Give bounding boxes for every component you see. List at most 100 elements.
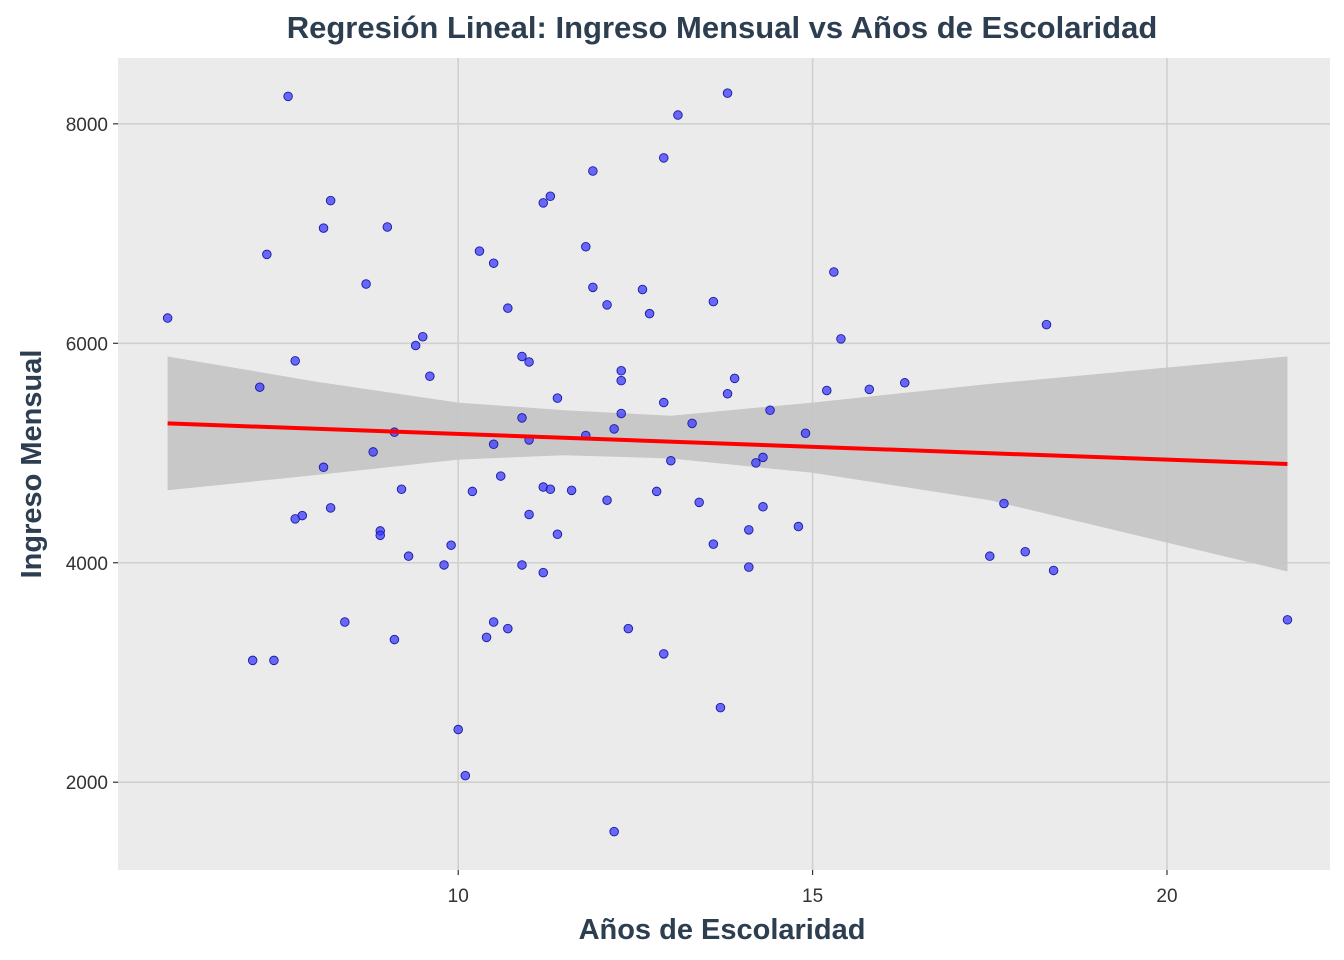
data-point [609, 424, 619, 434]
y-tick-label: 4000 [66, 554, 108, 575]
data-point [325, 503, 336, 513]
regression-line [167, 421, 1288, 466]
data-point [382, 222, 393, 232]
data-point [1048, 565, 1059, 576]
data-point [864, 384, 875, 395]
data-point [822, 385, 832, 396]
data-point [488, 258, 499, 268]
data-point [552, 529, 563, 539]
data-point [616, 408, 626, 419]
data-point [644, 308, 655, 319]
data-points [162, 88, 1293, 837]
data-point [899, 378, 910, 388]
data-point [566, 485, 577, 496]
data-point [829, 267, 839, 277]
confidence-band-area [167, 356, 1288, 572]
y-tick-label: 6000 [66, 334, 108, 355]
data-point [495, 471, 506, 481]
data-point [474, 246, 485, 256]
data-point [375, 530, 385, 541]
data-point [985, 551, 995, 561]
data-point [1041, 319, 1052, 330]
y-axis-title: Ingreso Mensual [16, 350, 48, 579]
data-point [659, 649, 669, 659]
data-point [694, 497, 704, 508]
data-point [651, 486, 662, 497]
data-point [488, 617, 499, 627]
data-point [744, 525, 754, 535]
x-tick-label: 10 [448, 886, 469, 907]
data-point [722, 88, 733, 98]
data-point [609, 826, 619, 837]
data-point [410, 340, 421, 351]
data-point [758, 502, 768, 512]
data-point [318, 223, 329, 233]
data-point [666, 455, 676, 466]
data-point [318, 462, 329, 473]
data-point [481, 632, 492, 643]
data-point [361, 279, 371, 289]
data-point [616, 365, 626, 376]
data-point [340, 617, 350, 627]
data-point [708, 539, 719, 549]
data-point [836, 334, 846, 344]
data-point [793, 521, 804, 532]
data-point [623, 623, 634, 634]
data-point [687, 418, 697, 429]
data-point [162, 313, 173, 323]
data-point [425, 371, 435, 381]
data-point [453, 724, 463, 735]
data-point [460, 770, 471, 781]
data-point [538, 198, 549, 208]
data-point [524, 509, 534, 520]
data-point [389, 634, 400, 645]
data-point [418, 331, 428, 342]
data-point [588, 282, 598, 293]
data-point [545, 484, 556, 494]
data-point [1282, 615, 1293, 625]
data-point [297, 510, 308, 521]
data-point [800, 428, 811, 439]
data-point [403, 551, 414, 561]
data-point [488, 439, 499, 449]
x-axis-title: Años de Escolaridad [579, 914, 866, 946]
data-point [262, 249, 272, 260]
data-point [729, 373, 740, 384]
data-point [637, 284, 648, 295]
data-point [538, 567, 549, 578]
data-point [1020, 547, 1030, 557]
data-point [708, 296, 719, 307]
y-tick-label: 8000 [66, 115, 108, 136]
data-point [545, 191, 556, 202]
x-tick-label: 15 [802, 886, 823, 907]
data-point [999, 498, 1009, 509]
y-axis-ticks: 2000 4000 6000 8000 [66, 115, 118, 794]
data-point [467, 486, 478, 497]
data-point [616, 375, 626, 386]
data-point [269, 655, 279, 666]
data-point [722, 389, 733, 399]
data-point [517, 351, 527, 362]
data-point [396, 484, 407, 494]
data-point [325, 195, 336, 206]
data-point [602, 300, 612, 310]
data-point [659, 397, 669, 408]
data-point [581, 241, 591, 252]
x-tick-label: 20 [1156, 886, 1177, 907]
data-point [588, 166, 598, 176]
data-point [524, 357, 534, 367]
data-point [552, 393, 563, 403]
data-point [715, 702, 726, 713]
confidence-band [167, 356, 1288, 572]
data-point [255, 382, 265, 392]
data-point [503, 303, 513, 313]
y-tick-label: 2000 [66, 773, 108, 794]
data-point [602, 495, 612, 505]
data-point [744, 562, 754, 572]
chart-title: Regresión Lineal: Ingreso Mensual vs Año… [287, 10, 1158, 45]
data-point [659, 153, 669, 163]
data-point [751, 458, 761, 468]
data-point [446, 540, 456, 550]
data-point [673, 110, 683, 120]
